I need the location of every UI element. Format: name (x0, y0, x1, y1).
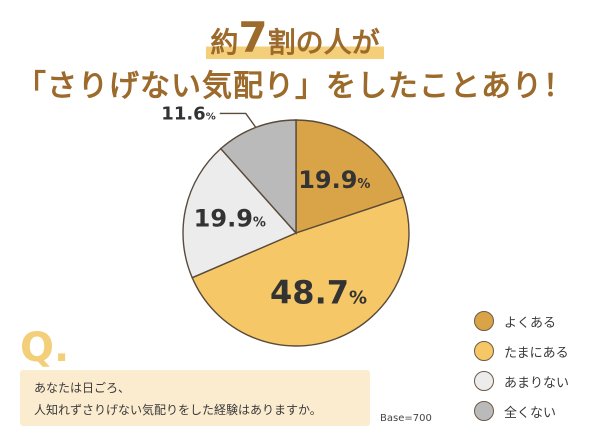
pie-slice (219, 119, 297, 235)
slice-value-label: 19.9% (194, 205, 266, 233)
legend-item-often: よくある (474, 306, 569, 336)
legend-label: よくある (504, 315, 557, 331)
slice-value-label: 11.6% (161, 103, 215, 124)
legend-swatch (474, 311, 494, 331)
legend-item-rarely: あまりない (474, 366, 569, 396)
base-sample-size: Base=700 (380, 413, 432, 424)
pie-slices (182, 119, 410, 347)
legend-label: あまりない (504, 375, 570, 391)
question-box: あなたは日ごろ、 人知れずさりげない気配りをした経験はありますか。 (20, 370, 370, 426)
legend-label: たまにある (504, 345, 569, 361)
headline-suffix: 割の人が (267, 26, 380, 59)
headline-number: 7 (238, 13, 268, 62)
legend-item-sometimes: たまにある (474, 336, 569, 366)
headline-line-2: 「さりげない気配り」をしたことあり！ (16, 69, 574, 104)
pie-slice (191, 196, 410, 347)
legend: よくある たまにある あまりない 全くない (474, 306, 569, 426)
legend-item-never: 全くない (474, 396, 569, 426)
legend-swatch (474, 341, 494, 361)
legend-swatch (474, 401, 494, 421)
headline-line-1: 約7割の人が (0, 17, 590, 63)
slice-value-label: 48.7% (270, 273, 367, 311)
pie-labels: 19.9% 48.7% 19.9% 11.6% (161, 103, 370, 311)
pie-slice (182, 147, 298, 279)
legend-label: 全くない (504, 405, 557, 421)
question-mark-label: Q. (20, 325, 70, 371)
slice-value-label: 19.9% (298, 166, 370, 194)
question-text-line-2: 人知れずさりげない気配りをした経験はありますか。 (34, 403, 322, 417)
legend-swatch (474, 371, 494, 391)
pie-leader-lines (219, 112, 257, 128)
pie-slice (295, 119, 405, 234)
question-text-line-1: あなたは日ごろ、 (34, 381, 131, 395)
leader-line (219, 112, 257, 128)
headline-highlight: 約7割の人が (206, 17, 384, 59)
headline-prefix: 約 (210, 26, 239, 59)
